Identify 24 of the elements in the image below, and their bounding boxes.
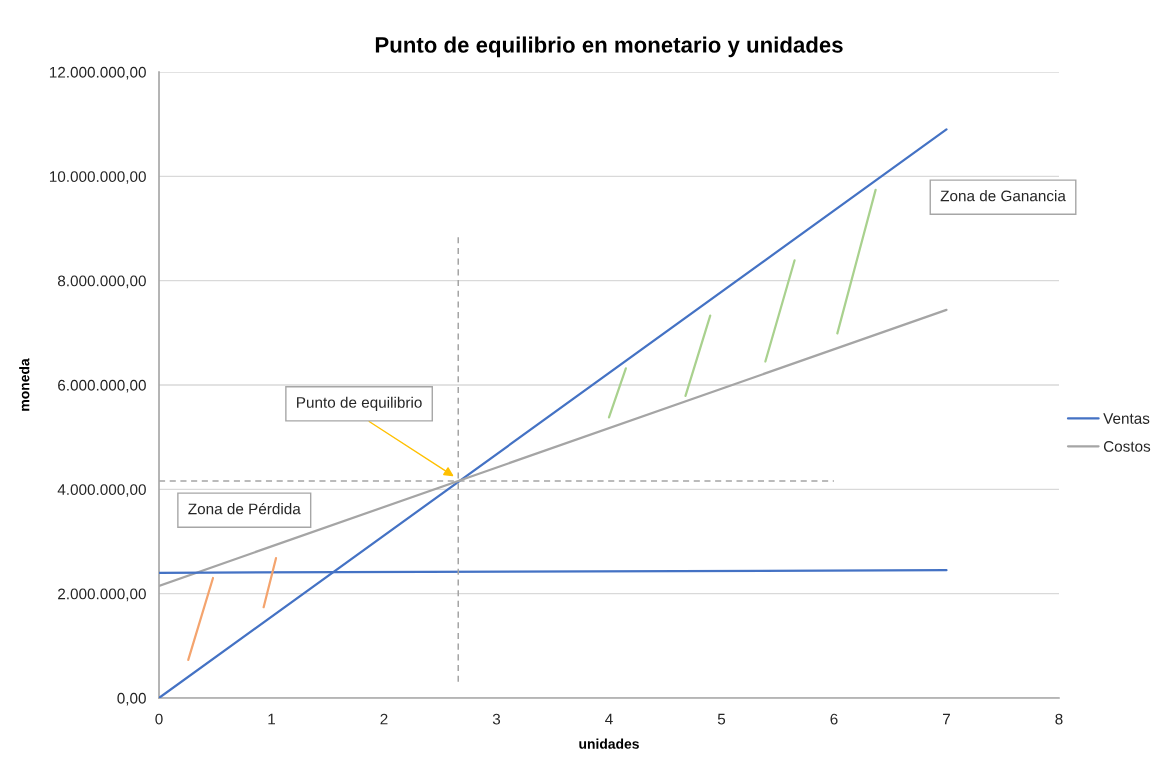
x-tick-label: 5: [717, 713, 726, 725]
x-tick-label: 3: [492, 713, 501, 725]
x-tick-label: 1: [268, 713, 275, 725]
x-tick-label: 7: [943, 713, 950, 725]
x-axis-title: unidades: [579, 738, 639, 749]
legend-label: Ventas: [1103, 413, 1150, 424]
annotation: Zona de Ganancia: [940, 190, 1066, 202]
chart-title: Punto de equilibrio en monetario y unidades: [375, 36, 843, 58]
legend-label: Costos: [1103, 441, 1151, 452]
annotation: Zona de Pérdida: [188, 502, 301, 515]
y-tick-label: 12.000.000,00: [49, 66, 146, 80]
y-tick-label: 8.000.000,00: [57, 275, 146, 289]
x-tick-label: 2: [380, 713, 388, 725]
x-tick-label: 4: [605, 713, 613, 725]
y-tick-label: 0,00: [117, 692, 146, 706]
x-tick-label: 8: [1055, 713, 1063, 725]
x-tick-label: 0: [155, 713, 163, 725]
annotation: Punto de equilibrio: [297, 396, 422, 411]
x-tick-label: 6: [830, 713, 838, 725]
y-tick-label: 4.000.000,00: [57, 484, 146, 497]
y-tick-label: 2.000.000,00: [58, 588, 146, 602]
y-tick-label: 10.000.000,00: [49, 171, 146, 184]
y-tick-label: 6.000.000,00: [58, 379, 146, 393]
y-axis-title: moneda: [19, 358, 30, 411]
